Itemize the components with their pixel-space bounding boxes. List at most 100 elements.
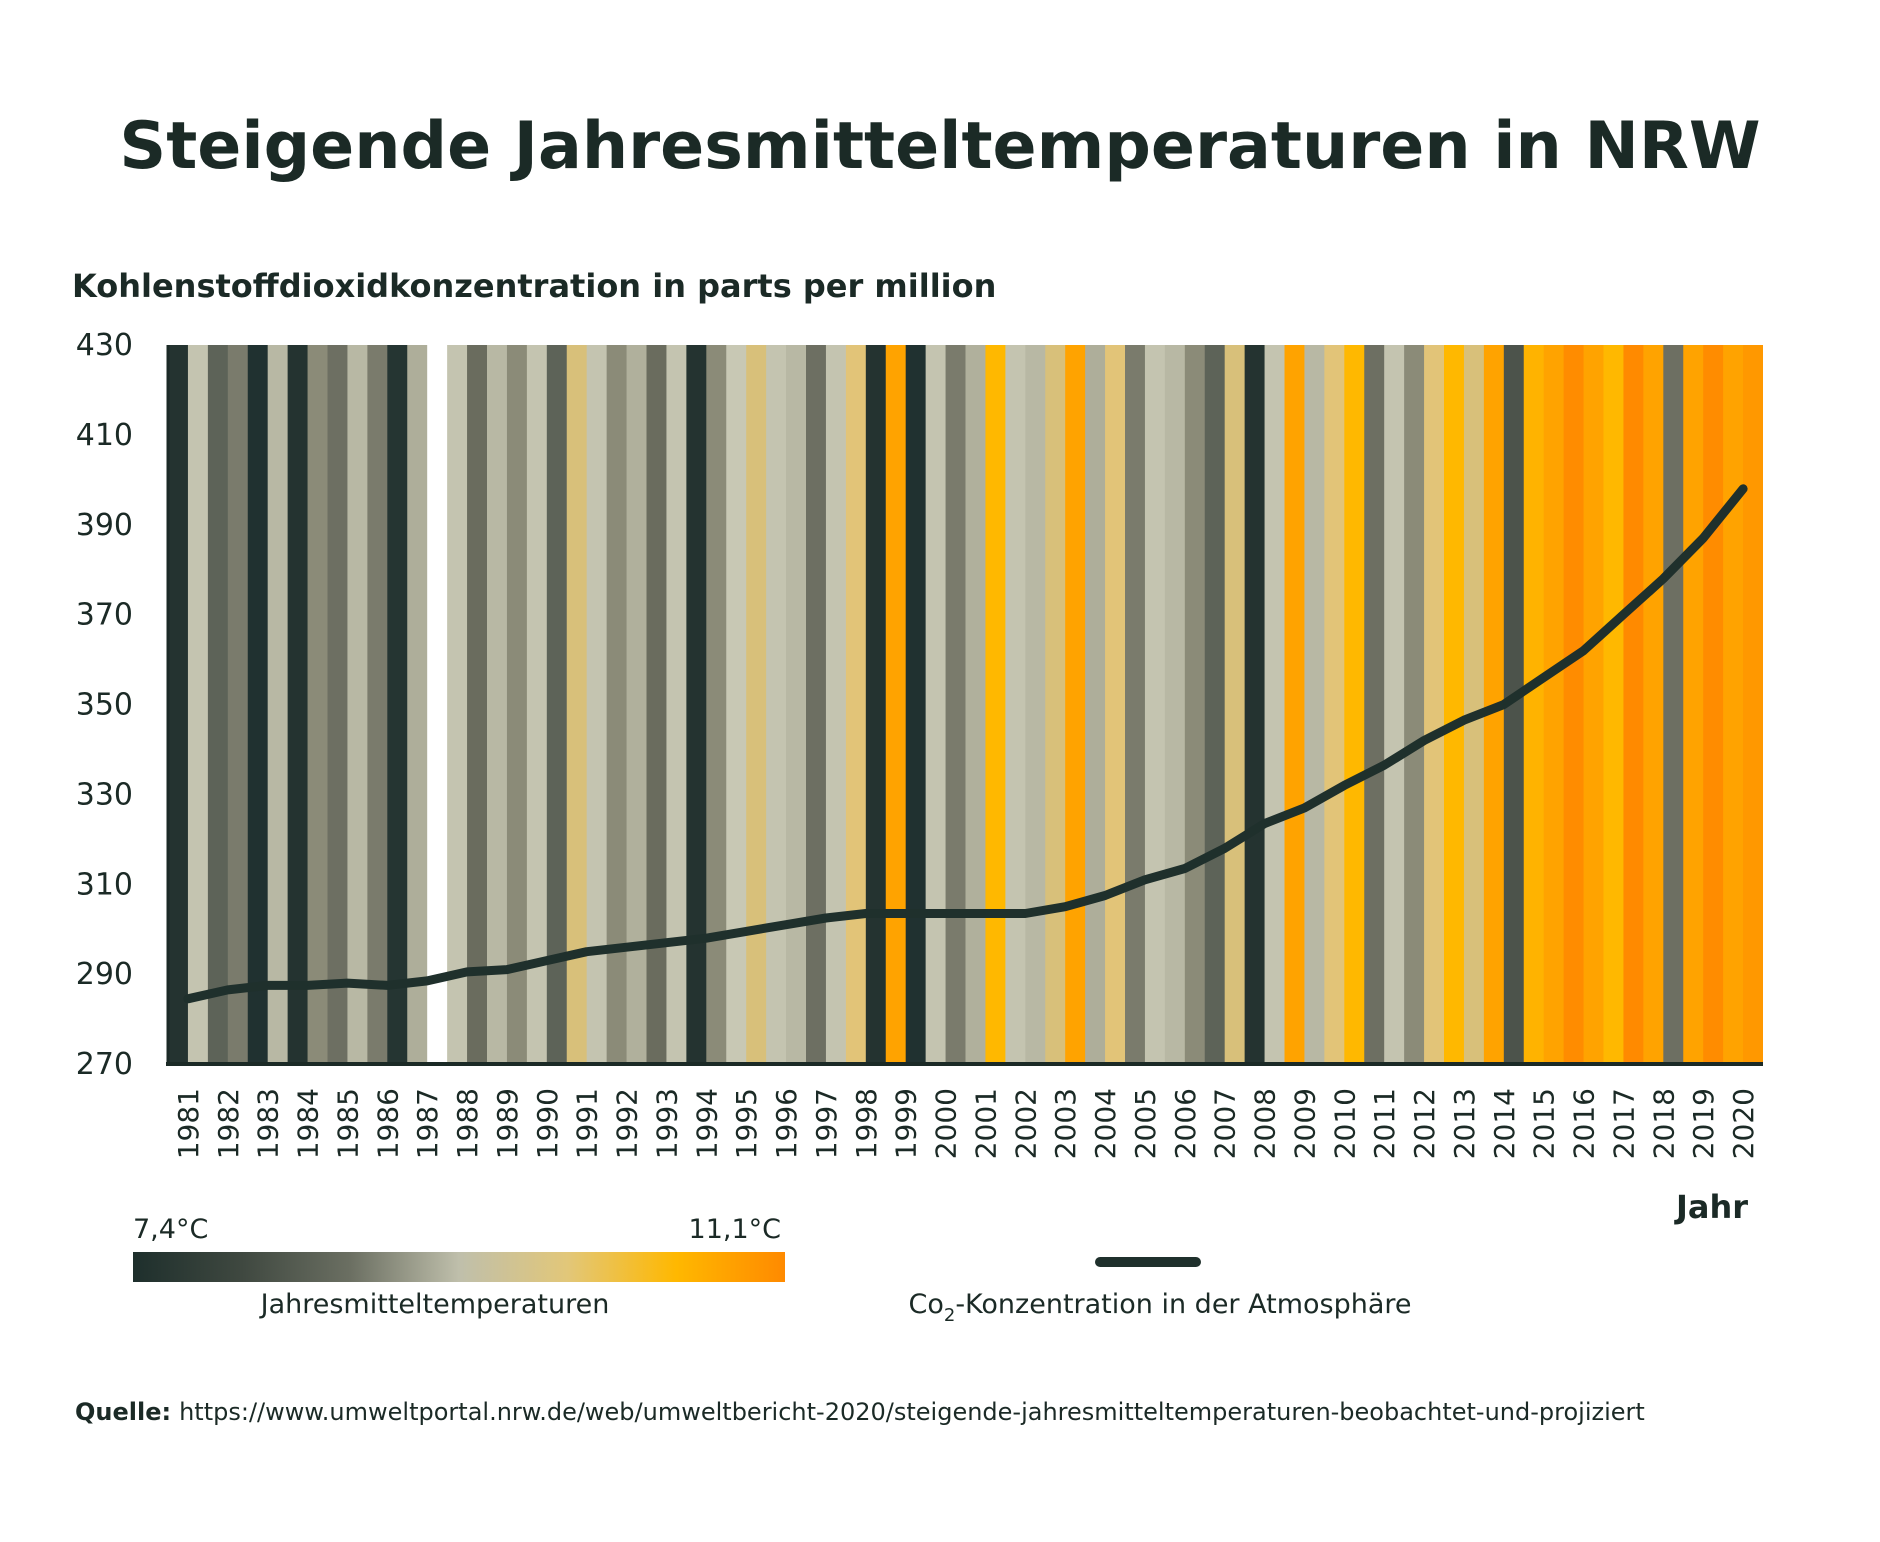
- temperature-stripe: [945, 345, 967, 1063]
- temperature-stripe: [1264, 345, 1286, 1063]
- x-axis-label: Jahr: [1674, 1188, 1748, 1226]
- co2-data-point: [466, 971, 468, 973]
- x-tick-label: 2012: [1408, 1088, 1441, 1159]
- x-tick-label: 2020: [1727, 1088, 1760, 1159]
- temperature-stripe: [487, 345, 508, 1063]
- co2-data-point: [865, 913, 867, 914]
- temperature-stripe: [1683, 345, 1704, 1063]
- temperature-stripe: [1623, 345, 1644, 1063]
- x-axis-ticks: 1981 1982 1983 1984 1985 1986 1987 1988 1989 1990…: [172, 1088, 1760, 1159]
- temperature-stripe: [227, 345, 249, 1063]
- temperature-stripe: [1404, 345, 1425, 1063]
- co2-data-point: [586, 951, 588, 953]
- x-tick-label: 1982: [212, 1088, 245, 1159]
- co2-data-point: [386, 984, 388, 986]
- y-tick-label: 330: [76, 777, 133, 812]
- temperature-stripe: [307, 345, 329, 1063]
- x-tick-label: 2005: [1129, 1088, 1162, 1159]
- co2-data-point: [1662, 578, 1664, 580]
- y-tick-label: 430: [76, 328, 133, 363]
- co2-data-point: [1702, 537, 1704, 539]
- x-tick-label: 1994: [690, 1088, 723, 1159]
- temperature-stripe: [267, 345, 289, 1063]
- y-axis-ticks: 430 410 390 370 350 330 310 290 270: [76, 328, 133, 1082]
- temperature-stripe: [1284, 345, 1306, 1063]
- temperature-stripe: [746, 345, 767, 1063]
- temperature-stripe: [347, 345, 368, 1063]
- temperature-stripe: [1723, 345, 1744, 1063]
- temperature-stripe: [726, 345, 747, 1063]
- co2-data-point: [1583, 650, 1585, 652]
- co2-data-point: [227, 989, 229, 991]
- temperature-stripe: [187, 345, 209, 1063]
- temperature-stripe: [1663, 345, 1684, 1063]
- co2-data-point: [346, 982, 348, 984]
- temperature-stripe: [566, 345, 588, 1063]
- co2-data-point: [1104, 895, 1106, 896]
- x-tick-label: 2002: [1009, 1088, 1042, 1159]
- co2-data-point: [1503, 704, 1505, 705]
- co2-data-point: [1064, 906, 1066, 908]
- x-tick-label: 1985: [331, 1088, 364, 1159]
- co2-data-point: [267, 984, 269, 986]
- temperature-stripe: [1005, 345, 1026, 1063]
- temperature-stripe: [1643, 345, 1664, 1063]
- co2-data-point: [1224, 847, 1226, 849]
- legend-temperature-gradient-bar: [133, 1252, 785, 1282]
- co2-data-point: [745, 930, 747, 932]
- y-tick-label: 410: [76, 418, 133, 453]
- co2-data-point: [905, 913, 907, 914]
- x-tick-label: 2019: [1687, 1088, 1720, 1159]
- y-tick-label: 290: [76, 957, 133, 992]
- co2-data-point: [1343, 784, 1345, 786]
- x-tick-label: 1997: [810, 1088, 843, 1159]
- temperature-stripe: [706, 345, 727, 1063]
- y-tick-label: 390: [76, 508, 133, 543]
- x-tick-label: 1986: [371, 1088, 404, 1159]
- temperature-stripe: [1184, 345, 1206, 1063]
- x-tick-label: 2018: [1647, 1088, 1680, 1159]
- temperature-stripe: [1105, 345, 1126, 1063]
- temperature-stripe: [905, 345, 927, 1063]
- x-tick-label: 2008: [1249, 1088, 1282, 1159]
- x-tick-label: 1987: [411, 1088, 444, 1159]
- x-tick-label: 1983: [252, 1088, 285, 1159]
- co2-data-point: [1423, 740, 1425, 741]
- co2-data-point: [506, 969, 508, 971]
- y-tick-label: 350: [76, 688, 133, 723]
- co2-data-point: [307, 984, 309, 986]
- temperature-stripe: [1304, 345, 1325, 1063]
- x-tick-label: 2013: [1448, 1088, 1481, 1159]
- x-tick-label: 2011: [1368, 1088, 1401, 1159]
- temperature-stripe: [825, 345, 847, 1063]
- y-axis-label: Kohlenstoffdioxidkonzentration in parts …: [72, 267, 996, 305]
- temperature-stripe: [1503, 345, 1525, 1063]
- temperature-stripe: [646, 345, 668, 1063]
- temperature-stripe: [1384, 345, 1405, 1063]
- temperature-stripe: [526, 345, 548, 1063]
- co2-data-point: [1184, 868, 1186, 869]
- co2-data-point: [546, 960, 548, 962]
- temperature-stripe: [387, 345, 408, 1063]
- x-tick-label: 1992: [611, 1088, 644, 1159]
- co2-data-point: [1264, 823, 1266, 825]
- temperature-stripe: [1204, 345, 1226, 1063]
- temperature-stripe: [327, 345, 349, 1063]
- co2-data-point: [945, 913, 947, 914]
- source-label: Quelle:: [75, 1398, 171, 1426]
- x-tick-label: 1981: [172, 1088, 205, 1159]
- temperature-stripe: [606, 345, 628, 1063]
- co2-data-point: [1303, 807, 1305, 809]
- temperature-stripe: [546, 345, 568, 1063]
- temperature-stripe: [1444, 345, 1465, 1063]
- x-tick-label: 2001: [969, 1088, 1002, 1159]
- x-tick-label: 1998: [850, 1088, 883, 1159]
- temperature-stripes: [168, 345, 1763, 1063]
- x-tick-label: 2000: [930, 1088, 963, 1159]
- co2-data-point: [1383, 764, 1385, 766]
- co2-data-point: [1024, 913, 1026, 914]
- legend: 7,4°C 11,1°C Jahresmitteltemperaturen Co…: [133, 1214, 1412, 1326]
- temperature-stripe: [168, 345, 189, 1063]
- temperature-stripe: [1603, 345, 1625, 1063]
